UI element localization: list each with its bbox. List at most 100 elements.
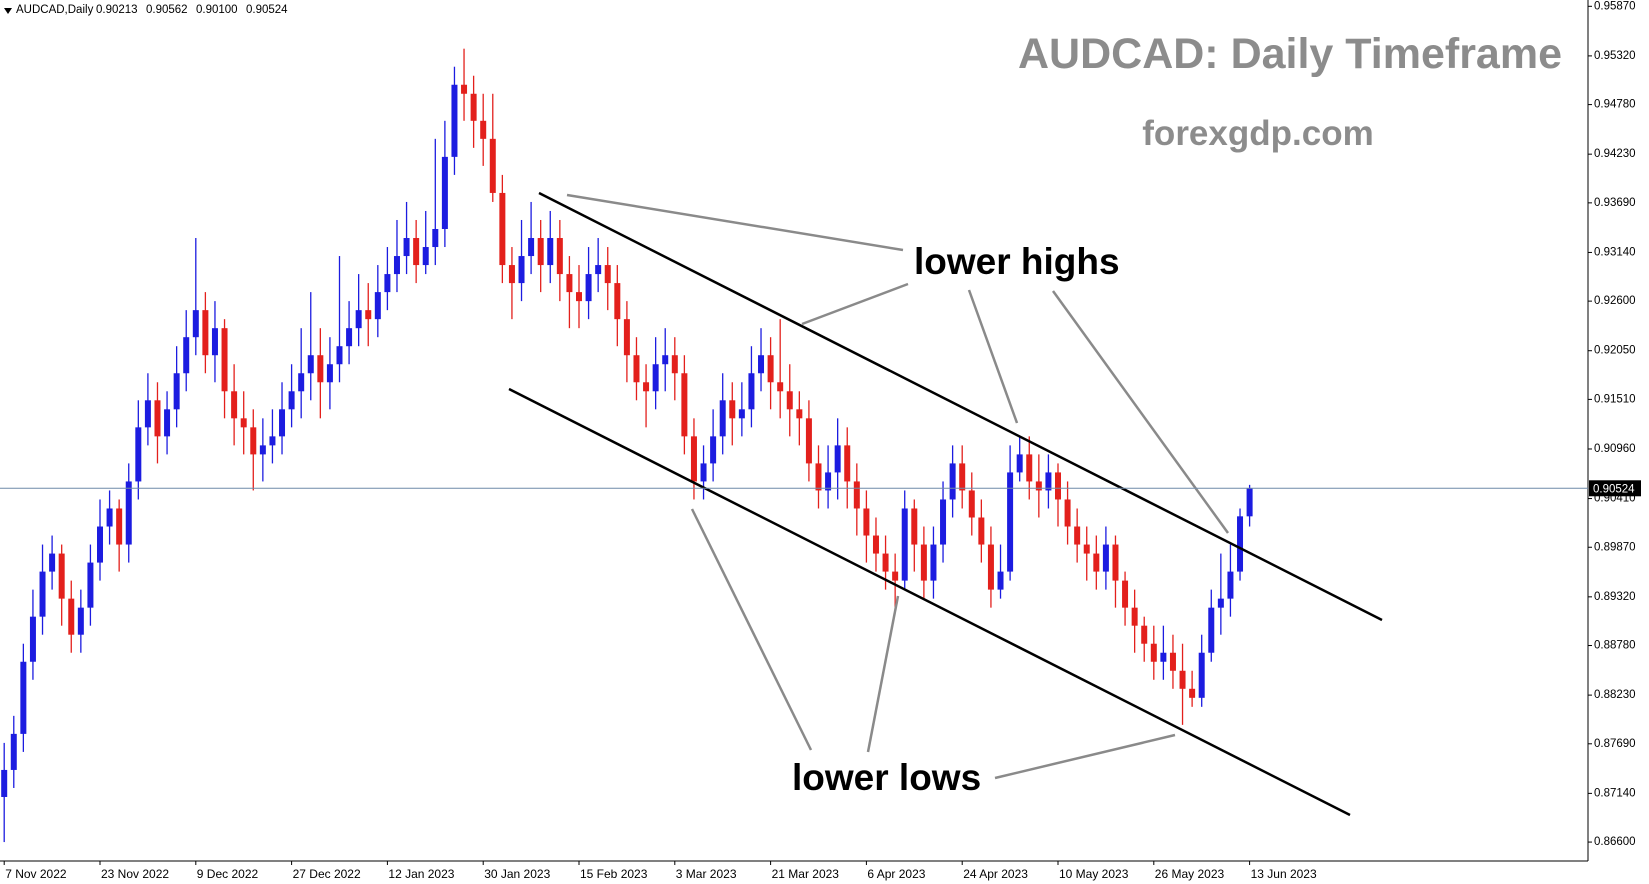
candle-body <box>872 535 879 554</box>
x-tick-label: 27 Dec 2022 <box>293 867 361 881</box>
candle-body <box>250 427 257 455</box>
candle-body <box>1160 652 1167 662</box>
candle-body <box>796 409 803 419</box>
candle-body <box>317 355 324 383</box>
candle-body <box>1064 499 1071 527</box>
candle-body <box>566 274 573 293</box>
candle-body <box>623 319 630 356</box>
candle-body <box>403 238 410 257</box>
y-tick-label: 0.95320 <box>1594 50 1636 62</box>
candle-body <box>173 373 180 410</box>
candle-body <box>49 553 56 572</box>
candle-body <box>1026 454 1033 482</box>
candle-body <box>451 84 458 157</box>
candle-body <box>786 391 793 410</box>
candle-body <box>288 391 295 410</box>
candle-body <box>480 120 487 139</box>
candle-body <box>1237 516 1244 572</box>
y-tick-label: 0.92600 <box>1594 295 1636 307</box>
candle-body <box>432 228 439 248</box>
pointer <box>967 289 1019 424</box>
annotation: lower lows <box>792 757 981 798</box>
candle-body <box>825 472 832 491</box>
channel-lower <box>508 387 1351 817</box>
candle-body <box>1141 625 1148 644</box>
candle-body <box>863 508 870 536</box>
candle-body <box>259 445 266 455</box>
candle-body <box>106 508 113 527</box>
y-tick-label: 0.93690 <box>1594 197 1636 209</box>
x-tick-label: 13 Jun 2023 <box>1251 867 1317 881</box>
candle-body <box>1217 598 1224 608</box>
candle-body <box>968 490 975 518</box>
candle-body <box>240 418 247 428</box>
candle-body <box>537 238 544 266</box>
pointer <box>1051 290 1230 534</box>
y-tick-label: 0.92050 <box>1594 345 1636 357</box>
candle-body <box>413 238 420 266</box>
candle-body <box>269 436 276 446</box>
candle-body <box>959 463 966 491</box>
candle-body <box>1016 454 1023 473</box>
candle-body <box>221 328 228 392</box>
candle-body <box>595 265 602 275</box>
candle-body <box>604 265 611 284</box>
x-tick-label: 9 Dec 2022 <box>197 867 259 881</box>
candle-body <box>681 373 688 437</box>
candle-body <box>279 409 286 437</box>
y-tick-label: 0.91510 <box>1594 393 1636 405</box>
candle-body <box>1093 553 1100 572</box>
candle-body <box>834 445 841 473</box>
candle-body <box>1131 607 1138 626</box>
pointer <box>801 282 909 326</box>
candle-body <box>805 418 812 464</box>
header-value: 0.90524 <box>246 4 288 16</box>
candle-body <box>633 355 640 383</box>
menu-arrow <box>4 8 12 14</box>
candle-body <box>499 192 506 266</box>
candle-body <box>719 400 726 437</box>
x-tick-label: 21 Mar 2023 <box>772 867 840 881</box>
candle-body <box>1112 544 1119 581</box>
candle-body <box>461 84 468 94</box>
x-tick-label: 3 Mar 2023 <box>676 867 737 881</box>
y-tick-label: 0.95870 <box>1594 0 1636 12</box>
candle-body <box>211 328 218 356</box>
subtitle: forexgdp.com <box>1142 114 1373 153</box>
candle-body <box>518 256 525 284</box>
candle-body <box>135 427 142 482</box>
symbol-label: AUDCAD,Daily <box>16 4 94 16</box>
y-tick-label: 0.89870 <box>1594 541 1636 553</box>
candle-body <box>384 274 391 293</box>
candle-body <box>355 310 362 329</box>
candle-body <box>154 400 161 437</box>
candle-body <box>700 463 707 482</box>
candle-body <box>662 355 669 365</box>
candle-body <box>729 400 736 419</box>
candle-body <box>758 355 765 374</box>
candle-body <box>1150 643 1157 662</box>
candle-body <box>1035 481 1042 491</box>
candle-body <box>1169 652 1176 671</box>
pointer <box>690 508 813 751</box>
x-tick-label: 7 Nov 2022 <box>5 867 67 881</box>
candle-body <box>422 247 429 266</box>
candle-body <box>508 265 515 284</box>
candle-body <box>547 238 554 266</box>
chart-title: AUDCAD: Daily Timeframe <box>1018 30 1562 78</box>
candle-body <box>853 481 860 509</box>
candle-body <box>528 238 535 257</box>
y-tick-label: 0.86600 <box>1594 836 1636 848</box>
x-tick-label: 6 Apr 2023 <box>867 867 925 881</box>
y-tick-label: 0.87140 <box>1594 787 1636 799</box>
candle-body <box>882 553 889 572</box>
y-tick-label: 0.93140 <box>1594 246 1636 258</box>
candle-body <box>336 346 343 365</box>
candle-body <box>326 364 333 383</box>
candle-body <box>911 508 918 545</box>
candle-body <box>815 463 822 491</box>
candle-body <box>1179 670 1186 689</box>
candle-body <box>29 616 36 662</box>
annotation: lower highs <box>914 241 1120 282</box>
